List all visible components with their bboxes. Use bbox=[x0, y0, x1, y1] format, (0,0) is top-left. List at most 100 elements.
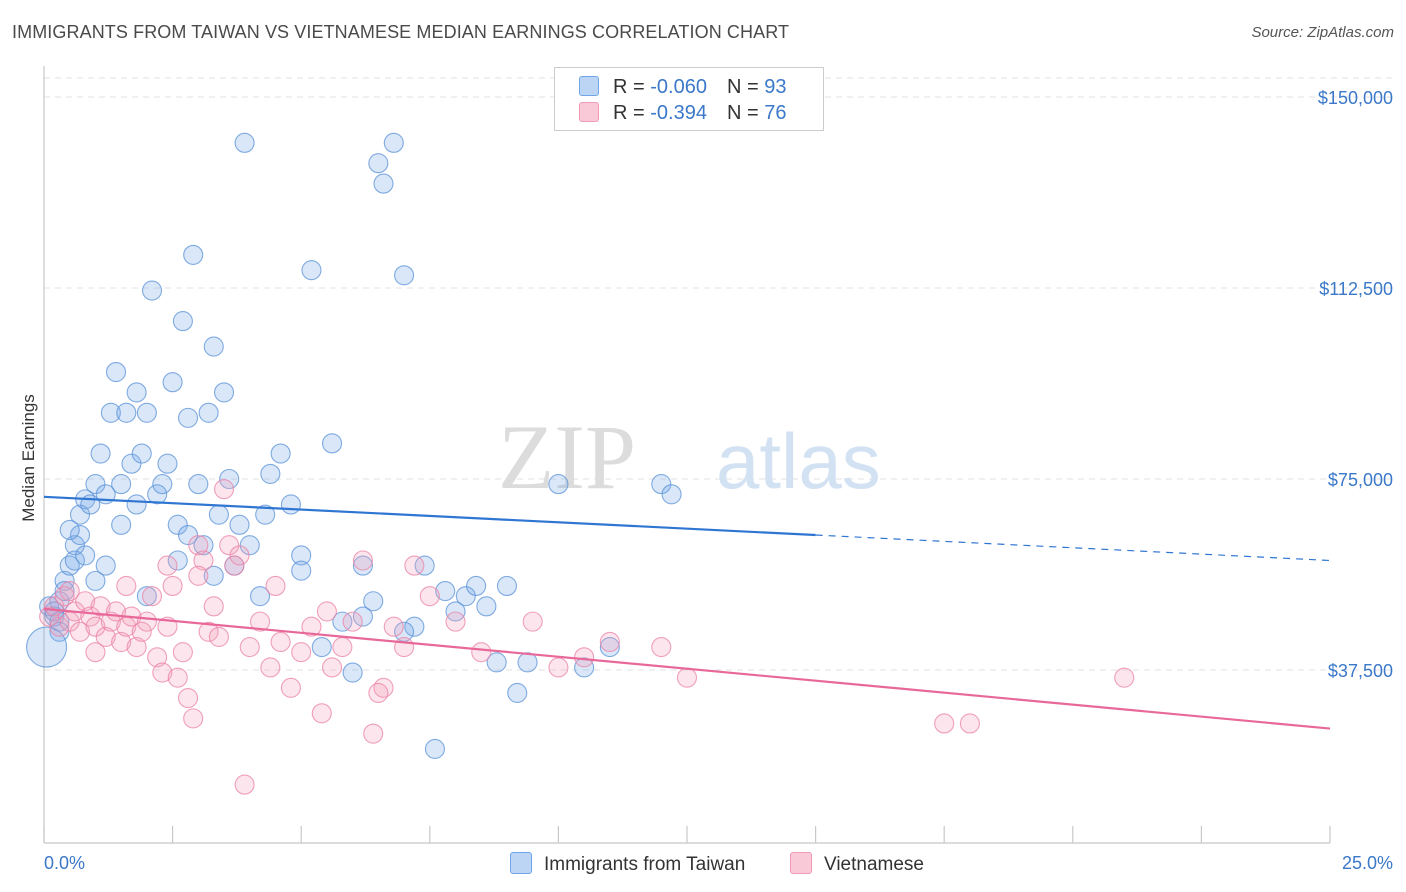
vietnamese-point bbox=[599, 631, 620, 653]
chart-source: Source: ZipAtlas.com bbox=[1251, 24, 1394, 41]
vietnamese-point bbox=[39, 606, 60, 627]
legend-row-vietnamese: R = -0.394 N = 76 bbox=[579, 102, 786, 126]
taiwan-point bbox=[291, 560, 312, 581]
taiwan-point bbox=[188, 474, 209, 495]
vietnamese-point bbox=[188, 565, 209, 586]
legend-row-taiwan: R = -0.060 N = 93 bbox=[579, 76, 786, 100]
taiwan-point bbox=[342, 662, 363, 683]
taiwan-point bbox=[203, 336, 224, 357]
vietnamese-point bbox=[69, 621, 91, 642]
vietnamese-point bbox=[219, 535, 240, 556]
taiwan-point bbox=[517, 652, 538, 673]
vietnamese-point bbox=[172, 642, 193, 663]
taiwan-point bbox=[208, 504, 229, 525]
vietnamese-point bbox=[368, 682, 389, 703]
vietnamese-point bbox=[85, 616, 106, 637]
vietnamese-point bbox=[322, 657, 343, 678]
vietnamese-point bbox=[363, 723, 384, 744]
taiwan-point bbox=[414, 555, 435, 576]
y-tick-labels: $37,500 $75,000 $112,500 $150,000 bbox=[1318, 88, 1393, 681]
taiwan-point bbox=[548, 474, 569, 495]
taiwan-point bbox=[193, 535, 214, 556]
vietnamese-point bbox=[157, 616, 178, 637]
taiwan-point bbox=[75, 545, 96, 566]
y-tick-label: $112,500 bbox=[1319, 279, 1393, 299]
taiwan-point bbox=[95, 555, 116, 576]
taiwan-point bbox=[183, 244, 204, 265]
grid-lines bbox=[44, 77, 1394, 671]
vietnamese-point bbox=[188, 535, 209, 556]
correlation-legend: R = -0.060 N = 93 R = -0.394 N = 76 bbox=[554, 67, 824, 131]
watermark-atlas: atlas bbox=[716, 417, 881, 505]
taiwan-point bbox=[260, 463, 281, 484]
vietnamese-point bbox=[959, 713, 980, 734]
vietnamese-point bbox=[100, 611, 121, 632]
taiwan-point bbox=[574, 657, 595, 678]
taiwan-point bbox=[368, 153, 389, 174]
taiwan-point bbox=[311, 637, 332, 658]
vietnamese-point bbox=[157, 555, 178, 576]
series-vietnamese-points bbox=[39, 479, 1135, 795]
vietnamese-point bbox=[229, 545, 250, 566]
legend-n-value: 93 bbox=[764, 76, 787, 98]
taiwan-point bbox=[198, 402, 219, 423]
vietnamese-point bbox=[203, 596, 224, 617]
taiwan-point bbox=[54, 581, 75, 602]
taiwan-point bbox=[121, 453, 142, 474]
vietnamese-point bbox=[270, 631, 291, 653]
vietnamese-point bbox=[198, 621, 219, 642]
taiwan-point bbox=[167, 514, 188, 535]
taiwan-point bbox=[147, 484, 168, 505]
vietnamese-point bbox=[239, 637, 260, 658]
taiwan-point bbox=[486, 652, 507, 673]
taiwan-point bbox=[496, 575, 518, 597]
taiwan-point bbox=[64, 535, 85, 556]
vietnamese-point bbox=[522, 611, 543, 632]
legend-n-label: N = bbox=[726, 102, 765, 124]
taiwan-point bbox=[270, 443, 291, 464]
chart-title: IMMIGRANTS FROM TAIWAN VS VIETNAMESE MED… bbox=[12, 22, 790, 42]
vietnamese-point bbox=[141, 586, 163, 607]
series-swatch-vietnamese bbox=[790, 852, 812, 874]
series-taiwan-points bbox=[26, 132, 682, 759]
taiwan-point-cluster bbox=[26, 626, 68, 668]
taiwan-point bbox=[322, 433, 343, 454]
series-legend: Immigrants from Taiwan Vietnamese bbox=[0, 852, 1406, 878]
series-legend-vietnamese[interactable]: Vietnamese bbox=[790, 852, 924, 876]
taiwan-point bbox=[332, 611, 353, 632]
taiwan-point bbox=[234, 132, 255, 153]
taiwan-point bbox=[100, 402, 121, 423]
vietnamese-point bbox=[445, 611, 466, 632]
taiwan-point bbox=[249, 586, 271, 607]
x-tick-label: 25.0% bbox=[1342, 853, 1393, 873]
vietnamese-point bbox=[59, 581, 80, 602]
taiwan-point bbox=[54, 570, 75, 591]
vietnamese-point bbox=[177, 687, 199, 709]
vietnamese-point bbox=[265, 575, 286, 597]
vietnamese-point bbox=[126, 637, 147, 658]
taiwan-point bbox=[116, 402, 137, 423]
taiwan-point bbox=[105, 361, 127, 383]
legend-n-value: 76 bbox=[764, 102, 787, 124]
series-legend-taiwan[interactable]: Immigrants from Taiwan bbox=[510, 852, 745, 876]
legend-r-value: -0.060 bbox=[650, 76, 707, 98]
vietnamese-point bbox=[224, 555, 245, 576]
taiwan-point bbox=[85, 474, 106, 495]
trend-lines bbox=[43, 495, 1331, 730]
taiwan-trend-extension bbox=[815, 534, 1331, 562]
vietnamese-point bbox=[301, 616, 322, 637]
watermark: ZIP atlas bbox=[498, 406, 881, 508]
vietnamese-point bbox=[311, 703, 332, 724]
y-tick-label: $37,500 bbox=[1328, 661, 1393, 681]
taiwan-point bbox=[59, 519, 80, 540]
taiwan-point bbox=[69, 524, 91, 546]
taiwan-point bbox=[219, 468, 240, 490]
vietnamese-point bbox=[162, 575, 183, 597]
taiwan-point bbox=[445, 601, 466, 622]
taiwan-point bbox=[404, 616, 425, 637]
vietnamese-point bbox=[1114, 667, 1135, 688]
vietnamese-point bbox=[383, 616, 404, 637]
taiwan-point bbox=[599, 637, 620, 658]
taiwan-point bbox=[466, 575, 487, 597]
